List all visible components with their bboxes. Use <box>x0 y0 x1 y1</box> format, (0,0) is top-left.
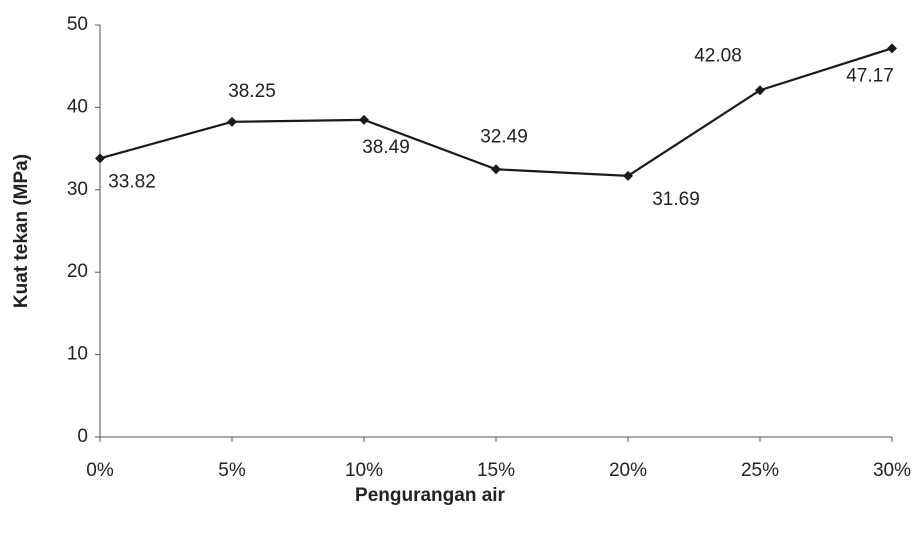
point-marker <box>95 153 105 164</box>
data-label: 42.08 <box>694 45 742 66</box>
y-axis-title: Kuat tekan (MPa) <box>11 154 32 308</box>
point-marker <box>491 164 501 175</box>
y-tick-label: 20 <box>67 261 88 282</box>
data-label: 38.25 <box>228 81 276 102</box>
y-tick-label: 10 <box>67 344 88 365</box>
y-tick-label: 0 <box>77 426 88 447</box>
x-tick-label: 15% <box>477 460 515 481</box>
y-tick-label: 50 <box>67 14 88 35</box>
series-line <box>99 47 893 177</box>
x-tick-label: 0% <box>86 460 114 481</box>
x-tick-label: 5% <box>218 460 246 481</box>
data-label: 47.17 <box>846 65 894 86</box>
point-marker <box>623 170 633 181</box>
x-tick-label: 30% <box>873 460 911 481</box>
data-label: 31.69 <box>652 189 700 210</box>
x-tick-label: 20% <box>609 460 647 481</box>
data-label: 38.49 <box>362 137 410 158</box>
point-marker <box>887 43 897 54</box>
point-marker <box>755 85 765 96</box>
point-marker <box>359 114 369 125</box>
point-marker <box>227 116 237 127</box>
y-tick-label: 30 <box>67 179 88 200</box>
data-label: 33.82 <box>108 171 156 192</box>
x-tick-label: 25% <box>741 460 779 481</box>
x-axis-title: Pengurangan air <box>355 485 506 506</box>
y-tick-label: 40 <box>67 96 88 117</box>
data-label: 32.49 <box>480 126 528 147</box>
x-tick-label: 10% <box>345 460 383 481</box>
